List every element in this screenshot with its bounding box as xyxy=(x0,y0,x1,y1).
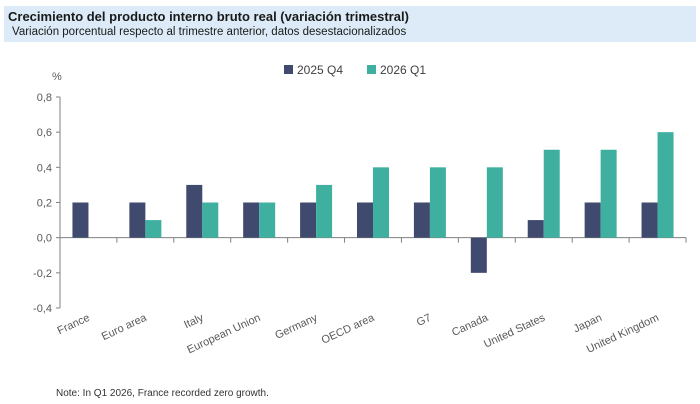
y-tick-label: 0,8 xyxy=(37,92,52,104)
bar-q4 xyxy=(413,202,430,238)
y-axis-unit: % xyxy=(52,71,62,83)
bar-q4 xyxy=(527,220,544,238)
y-tick-label: 0,2 xyxy=(37,198,52,210)
bar-q4 xyxy=(470,237,487,273)
y-tick-label: -0,4 xyxy=(33,303,52,315)
bar-q1 xyxy=(543,149,560,238)
category-label: G7 xyxy=(415,312,433,329)
bar-q4 xyxy=(641,202,658,238)
category-label: France xyxy=(56,312,92,337)
chart-title: Crecimiento del producto interno bruto r… xyxy=(8,9,409,24)
header-band xyxy=(4,6,696,42)
bar-q4 xyxy=(72,202,89,238)
category-label: Canada xyxy=(450,311,491,339)
chart-subtitle: Variación porcentual respecto al trimest… xyxy=(12,26,407,38)
legend: 2025 Q4 2026 Q1 xyxy=(284,63,426,77)
y-tick-label: -0,2 xyxy=(33,268,52,280)
axes: % -0,4 -0,2 0,0 0,2 0,4 0,6 0,8 xyxy=(33,71,687,315)
chart-note: Note: In Q1 2026, France recorded zero g… xyxy=(56,388,269,399)
category-label: United States xyxy=(482,312,547,351)
category-label: Euro area xyxy=(100,311,150,343)
legend-label: 2026 Q1 xyxy=(380,63,426,77)
legend-swatch xyxy=(284,65,293,74)
bar-q1 xyxy=(600,149,617,238)
bar-q4 xyxy=(357,202,373,238)
bar-q1 xyxy=(316,184,333,238)
category-label: Germany xyxy=(273,312,320,342)
y-tick-label: 0,4 xyxy=(37,162,52,174)
bar-q1 xyxy=(373,167,389,238)
bar-q4 xyxy=(243,202,260,238)
bar-q4 xyxy=(584,202,601,238)
bar-q1 xyxy=(259,202,276,238)
bar-q1 xyxy=(202,202,219,238)
category-label: Japan xyxy=(572,312,604,336)
bar-q4 xyxy=(300,202,317,238)
legend-label: 2025 Q4 xyxy=(297,63,343,77)
bar-q1 xyxy=(145,220,162,238)
bar-q1 xyxy=(429,167,446,238)
category-label: Italy xyxy=(182,312,206,332)
legend-swatch xyxy=(367,65,376,74)
bar-q4 xyxy=(129,202,146,238)
y-tick-label: 0,6 xyxy=(37,127,52,139)
bar-q4 xyxy=(186,184,203,238)
bars xyxy=(72,132,674,273)
category-label: OECD area xyxy=(320,311,377,346)
y-tick-label: 0,0 xyxy=(37,233,52,245)
bar-q1 xyxy=(486,167,503,238)
bar-q1 xyxy=(657,132,674,238)
